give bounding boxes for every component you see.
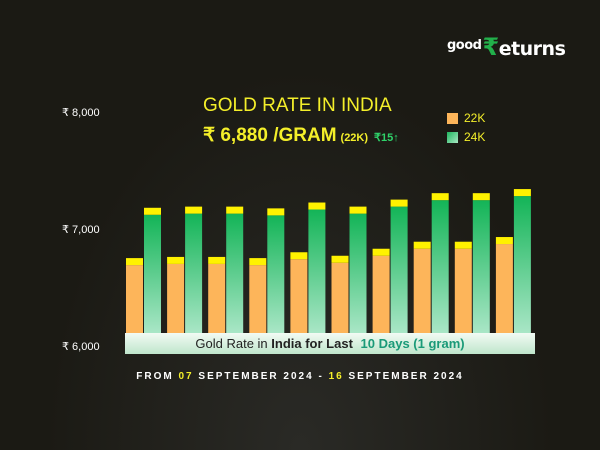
bar-cap <box>185 206 203 214</box>
current-price: ₹ 6,880 /GRAM <box>203 125 337 146</box>
bar-cap <box>331 255 349 263</box>
bar-cap <box>513 189 531 197</box>
y-tick: ₹ 6,000 <box>62 341 100 353</box>
bar-cap <box>431 193 449 201</box>
from-label: FROM <box>136 371 174 382</box>
logo-suffix: eturns <box>498 38 566 60</box>
bar-22k-16-sep <box>495 244 513 333</box>
bar-cap <box>372 248 390 256</box>
banner-text: Gold Rate in <box>195 336 268 351</box>
bar-cap <box>144 207 161 215</box>
bar-cap <box>226 206 244 214</box>
bar-24k-13-sep <box>390 206 408 333</box>
bar-cap <box>167 256 185 264</box>
bar-cap <box>472 193 490 201</box>
bar-24k-10-sep <box>267 215 285 333</box>
start-day: 07 <box>178 371 194 382</box>
bar-22k-12-sep <box>331 262 349 333</box>
bar-cap <box>495 237 513 245</box>
end-month: SEPTEMBER 2024 <box>348 371 464 382</box>
price-line: ₹ 6,880 /GRAM (22K) ₹15↑ <box>203 124 399 147</box>
y-tick: ₹ 7,000 <box>62 224 100 236</box>
banner-highlight: 10 Days (1 gram) <box>360 336 465 351</box>
bar-24k-16-sep <box>513 196 531 333</box>
end-day: 16 <box>328 371 344 382</box>
bar-cap <box>308 202 326 210</box>
logo-prefix: good <box>447 38 482 53</box>
start-month: SEPTEMBER 2024 - <box>198 371 324 382</box>
legend-24k: 24K <box>447 130 485 144</box>
bar-24k-09-sep <box>226 213 244 333</box>
bar-22k-07-sep <box>126 265 143 333</box>
bar-24k-08-sep <box>185 213 203 333</box>
bar-cap <box>349 206 367 214</box>
karat-label: (22K) <box>340 132 369 144</box>
legend-label: 24K <box>464 130 486 144</box>
price-change: ₹15↑ <box>374 132 399 144</box>
bar-cap <box>267 208 285 216</box>
bar-22k-14-sep <box>413 248 431 333</box>
banner-bold: India for Last <box>271 336 353 351</box>
date-range: FROM 07 SEPTEMBER 2024 - 16 SEPTEMBER 20… <box>0 371 600 382</box>
bar-24k-14-sep <box>431 200 449 333</box>
chart-banner: Gold Rate in India for Last 10 Days (1 g… <box>125 333 535 354</box>
chart-title: GOLD RATE IN INDIA <box>203 95 392 116</box>
bar-cap <box>249 258 267 266</box>
bar-22k-13-sep <box>372 255 390 333</box>
bar-cap <box>126 258 143 266</box>
bar-22k-09-sep <box>208 263 226 333</box>
bar-cap <box>413 241 431 249</box>
bar-24k-12-sep <box>349 213 367 333</box>
bar-22k-08-sep <box>167 263 185 333</box>
bar-24k-15-sep <box>472 200 490 333</box>
bar-22k-15-sep <box>454 248 472 333</box>
legend-label: 22K <box>464 111 486 125</box>
bar-cap <box>390 199 408 207</box>
bar-22k-10-sep <box>249 265 267 333</box>
bar-22k-11-sep <box>290 259 308 333</box>
rupee-icon: ₹ <box>482 33 499 61</box>
bar-24k-11-sep <box>308 209 326 333</box>
bar-cap <box>454 241 472 249</box>
bar-24k-07-sep <box>144 214 161 333</box>
legend-22k: 22K <box>447 111 485 125</box>
legend-swatch-24k <box>447 131 458 143</box>
legend-swatch-22k <box>447 112 458 124</box>
goodreturns-logo: good₹eturns <box>447 33 566 61</box>
y-tick: ₹ 8,000 <box>62 107 100 119</box>
bar-cap <box>290 252 308 260</box>
bar-cap <box>208 256 226 264</box>
